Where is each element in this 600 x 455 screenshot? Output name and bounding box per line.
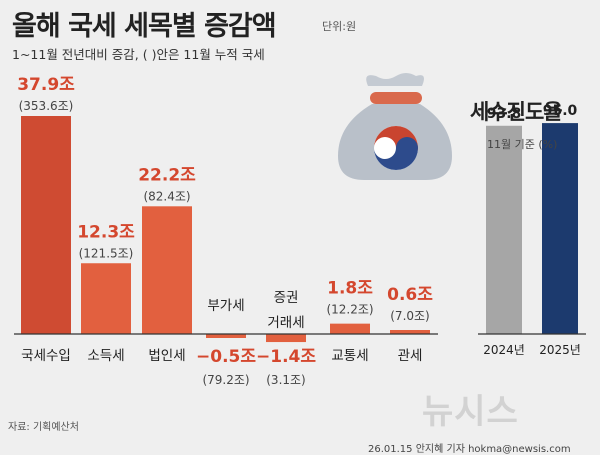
bar-5 [330, 323, 370, 334]
watermark: 뉴시스 [422, 392, 519, 432]
category-label: 국세수입 [21, 348, 71, 364]
progress-bar-1 [542, 123, 578, 334]
page-subtitle: 1~11월 전년대비 증감, ( )안은 11월 누적 국세 [12, 47, 265, 62]
bar-2 [142, 206, 192, 334]
value-label: 0.6조 [387, 285, 433, 305]
source-note: 자료: 기획예산처 [8, 422, 79, 433]
bar-3 [206, 334, 246, 338]
progress-year: 2024년 [483, 343, 525, 357]
unit-label: 단위:원 [322, 20, 357, 33]
progress-bar-0 [486, 125, 522, 334]
value-label: 37.9조 [17, 75, 75, 95]
cumulative-label: (353.6조) [19, 99, 74, 113]
cumulative-label: (79.2조) [202, 373, 249, 387]
cumulative-label: (7.0조) [390, 309, 430, 323]
bar-6 [390, 330, 430, 334]
bar-1 [81, 263, 131, 334]
progress-value: 95.0 [543, 103, 578, 119]
progress-value: 93.8 [487, 106, 522, 122]
value-label: 12.3조 [77, 222, 135, 242]
bar-0 [21, 116, 71, 334]
cumulative-label: (3.1조) [266, 373, 306, 387]
value-label: −0.5조 [196, 347, 256, 367]
progress-title: 세수진도율 [470, 100, 563, 124]
cumulative-label: (121.5조) [79, 246, 134, 260]
money-pouch-icon [338, 73, 452, 180]
category-label: 부가세 [207, 298, 244, 314]
category-label: 증권 [274, 290, 299, 306]
value-label: 22.2조 [138, 165, 196, 185]
cumulative-label: (12.2조) [326, 303, 373, 317]
page-title: 올해 국세 세목별 증감액 [12, 11, 277, 42]
value-label: 1.8조 [327, 279, 373, 299]
progress-year: 2025년 [539, 343, 581, 357]
category-label: 법인세 [148, 348, 185, 364]
credit-line: 26.01.15 안지혜 기자 hokma@newsis.com [368, 444, 571, 455]
category-label: 교통세 [331, 348, 368, 364]
progress-subtitle: 11월 기준 (%) [487, 138, 558, 151]
category-label: 거래세 [267, 315, 304, 331]
bar-4 [266, 334, 306, 343]
value-label: −1.4조 [256, 347, 316, 367]
cumulative-label: (82.4조) [143, 189, 190, 203]
category-label: 소득세 [87, 348, 124, 364]
category-label: 관세 [398, 348, 423, 364]
